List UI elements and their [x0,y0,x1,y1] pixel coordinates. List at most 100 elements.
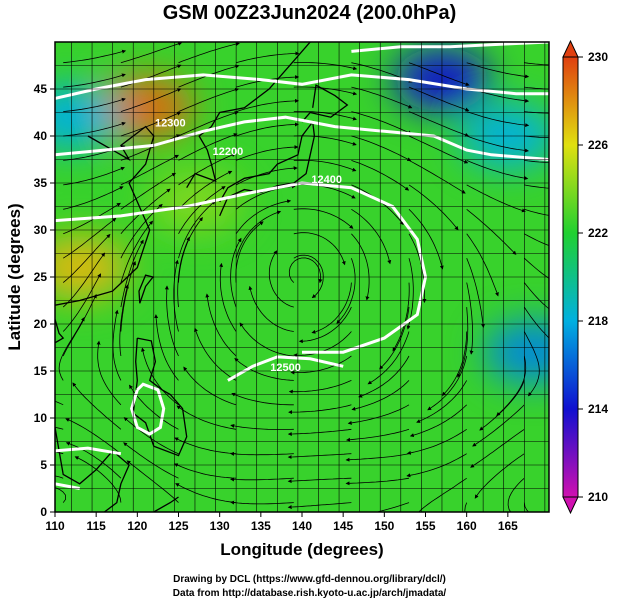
y-tick-label: 30 [34,223,48,237]
streamline [219,262,237,332]
streamline [235,145,299,161]
streamline [408,135,469,164]
streamline [441,331,468,396]
streamline [408,160,466,194]
streamline [235,166,298,186]
streamline [74,456,122,503]
streamline [288,404,352,415]
streamline [235,210,282,259]
streamline [235,51,300,64]
streamline [379,307,410,370]
temperature-region [55,85,120,150]
streamline [287,428,352,437]
colorbar-bottom-arrow [562,496,579,515]
streamline [234,357,294,381]
x-tick-label: 140 [292,519,312,533]
colorbar: 210 214 218 222 226 230 [562,39,608,515]
streamline [178,133,238,161]
streamline [178,170,233,210]
streamline [235,122,299,137]
streamline [120,172,176,210]
streamline [173,463,237,479]
streamline [55,451,64,455]
streamline [62,217,117,259]
contour-label: 12400 [311,174,342,186]
streamline [524,160,549,163]
streamline [347,404,410,425]
x-tick-label: 110 [45,519,65,533]
y-tick-label: 35 [34,176,48,190]
streamline [351,160,410,191]
y-tick-label: 25 [34,270,48,284]
streamline [474,453,525,499]
streamline [466,258,486,328]
streamline [178,217,203,283]
streamline [120,111,182,137]
x-tick-label: 130 [210,519,230,533]
coastline [55,125,155,306]
streamline [293,159,357,172]
streamline [287,453,352,460]
streamline [96,340,122,406]
streamline [346,428,410,442]
streamline [123,442,179,479]
streamline [141,347,179,406]
streamline [120,42,183,64]
y-tick-label: 0 [40,505,47,519]
streamline [523,331,540,397]
contour-line [55,115,549,161]
streamline [63,97,126,112]
y-tick-label: 5 [40,458,47,472]
page-title: GSM 00Z23Jun2024 (200.0hPa) [162,2,457,24]
streamline [230,500,294,505]
x-tick-label: 160 [457,519,477,533]
streamline [55,426,64,430]
credit-data-source: Data from http://database.rish.kyoto-u.a… [172,588,447,599]
streamline [63,49,127,64]
streamline [524,208,549,216]
streamline [230,477,294,482]
streamline [524,62,549,66]
streamline [523,282,549,310]
streamline [178,42,240,64]
gridlines [55,42,549,512]
streamlines [55,42,549,512]
streamline [287,477,352,484]
streamline [351,111,413,135]
streamline [496,355,527,417]
streamline [178,111,239,137]
coastline [153,496,179,512]
streamline [351,86,413,109]
streamline [55,487,67,503]
streamline [466,184,526,213]
streamline [427,355,468,411]
streamline [183,366,237,406]
streamline [62,293,97,357]
streamline [123,417,179,455]
streamline [524,86,549,90]
streamline [120,239,144,308]
streamline [524,233,549,247]
streamline [176,405,237,430]
x-axis-label: Longitude (degrees) [220,540,383,559]
streamline [63,73,126,88]
colorbar-tick-label: 222 [588,226,608,240]
streamline [119,284,129,357]
x-tick-label: 150 [374,519,394,533]
streamline [230,423,294,430]
streamline [293,111,357,121]
x-tick-label: 145 [333,519,353,533]
colorbar-tick-label: 218 [588,314,608,328]
colorbar-tick-label: 230 [588,50,608,64]
streamline [293,62,358,71]
streamline [65,418,122,455]
streamline [63,121,126,137]
contour-label: 12300 [155,118,186,130]
x-tick-label: 125 [168,519,188,533]
streamline [178,200,216,259]
streamline [62,252,106,308]
streamline [288,257,323,284]
streamline [466,62,530,79]
colorbar-tick-label: 210 [588,490,608,504]
